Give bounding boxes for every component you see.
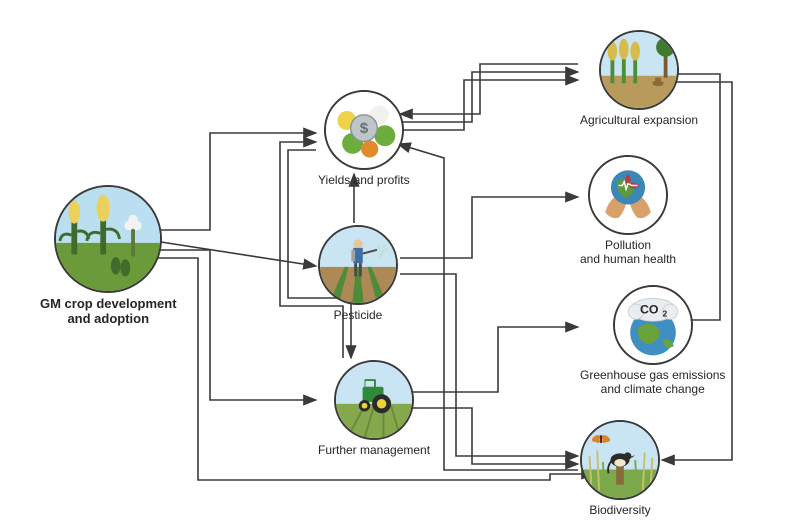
svg-text:CO: CO	[640, 303, 659, 317]
node-pollution: Pollutionand human health	[580, 155, 676, 267]
node-yields: $ Yields and profits	[318, 90, 410, 188]
svg-text:2: 2	[662, 308, 667, 318]
ghg-icon: CO 2	[613, 285, 693, 365]
pesticide-icon	[318, 225, 398, 305]
yields-icon: $	[324, 90, 404, 170]
biodiversity-icon	[580, 420, 660, 500]
node-biodiversity: Biodiversity	[580, 420, 660, 518]
yields-label: Yields and profits	[318, 174, 410, 188]
node-expansion: Agricultural expansion	[580, 30, 698, 128]
pollution-icon	[588, 155, 668, 235]
management-label: Further management	[318, 444, 430, 458]
node-gm-crop: GM crop developmentand adoption	[40, 185, 177, 327]
biodiversity-label: Biodiversity	[589, 504, 650, 518]
management-icon	[334, 360, 414, 440]
node-ghg: CO 2 Greenhouse gas emissionsand climate…	[580, 285, 725, 397]
expansion-icon	[599, 30, 679, 110]
pesticide-label: Pesticide	[334, 309, 383, 323]
ghg-label: Greenhouse gas emissionsand climate chan…	[580, 369, 725, 397]
node-management: Further management	[318, 360, 430, 458]
expansion-label: Agricultural expansion	[580, 114, 698, 128]
gm-crop-label: GM crop developmentand adoption	[40, 297, 177, 327]
svg-text:$: $	[360, 120, 369, 137]
gm-crop-icon	[54, 185, 162, 293]
node-pesticide: Pesticide	[318, 225, 398, 323]
pollution-label: Pollutionand human health	[580, 239, 676, 267]
